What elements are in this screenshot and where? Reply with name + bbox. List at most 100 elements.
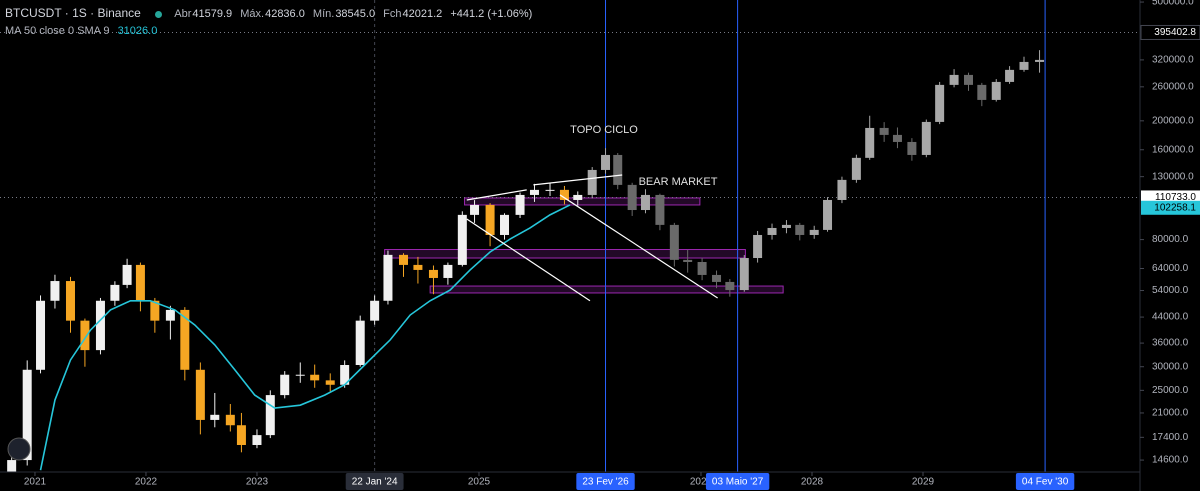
y-tick-label: 17400.0 <box>1152 432 1189 443</box>
candle-body <box>236 425 246 445</box>
candle-body <box>95 300 105 351</box>
candle-body <box>712 274 722 282</box>
marker-label-text: 23 Fev '26 <box>582 477 629 488</box>
marker-label-box <box>345 473 404 490</box>
marker-label-text: 03 Maio '27 <box>712 477 764 488</box>
candle-body <box>935 84 945 122</box>
candle-body <box>500 214 510 235</box>
candle-body <box>110 284 120 301</box>
candle-body <box>921 121 931 155</box>
candle-body <box>383 254 393 301</box>
annotation: TOPO CICLO <box>570 124 638 136</box>
annotation: BEAR MARKET <box>639 176 718 188</box>
candle-body <box>295 374 305 376</box>
candle-body <box>669 224 679 260</box>
y-tick-label: 320000.0 <box>1152 55 1194 66</box>
marker-label-text: 22 Jan '24 <box>352 477 398 488</box>
y-tick-label: 25000.0 <box>1152 385 1189 396</box>
marker-label: 03 Maio '27 <box>705 473 770 490</box>
candle-body <box>7 460 17 481</box>
candle-body <box>265 395 275 436</box>
change: +441.2 (+1.06%) <box>450 8 533 20</box>
candle-body <box>443 264 453 278</box>
candle-body <box>210 414 220 420</box>
y-tick-label: 14600.0 <box>1152 455 1189 466</box>
plot-area <box>0 0 1140 488</box>
field-value: 42021.2 <box>402 8 443 20</box>
candle-body <box>949 74 959 85</box>
field-label: Abr <box>174 8 192 20</box>
status-dot <box>154 10 162 18</box>
candle-body <box>1005 69 1015 82</box>
candle-body <box>1035 59 1045 62</box>
candle-body <box>964 74 974 85</box>
y-tick-label: 64000.0 <box>1152 263 1189 274</box>
candle-body <box>65 281 75 321</box>
candle-body <box>180 309 190 370</box>
candle-body <box>36 300 46 370</box>
field-value: 41579.9 <box>192 8 233 20</box>
candle-body <box>753 234 763 259</box>
y-tick-label: 44000.0 <box>1152 312 1189 323</box>
candle-body <box>559 189 569 200</box>
candle-body <box>991 81 1001 100</box>
y-tick-label: 500000.0 <box>1152 0 1194 8</box>
ma-line <box>39 204 571 471</box>
x-tick-label: 2023 <box>246 477 269 488</box>
zone <box>429 285 784 294</box>
trendline <box>559 194 718 299</box>
trendline <box>466 218 591 302</box>
candle-body <box>795 224 805 235</box>
candle-body <box>150 300 160 321</box>
marker-label-box <box>705 473 770 490</box>
candle-body <box>781 224 791 228</box>
logo <box>7 437 31 461</box>
candle-body <box>80 320 90 351</box>
candle-body <box>325 380 335 385</box>
marker-label: 23 Fev '26 <box>576 473 635 490</box>
candle-body <box>122 264 132 285</box>
candle-body <box>907 141 917 155</box>
marker-label: 22 Jan '24 <box>345 473 404 490</box>
x-tick-label: 2027 <box>690 477 713 488</box>
price-label: 102258.1 <box>1154 202 1196 213</box>
candle-body <box>485 204 495 235</box>
candle-body <box>601 154 611 170</box>
candle-body <box>195 369 205 420</box>
y-tick-label: 21000.0 <box>1152 408 1189 419</box>
field-label: Máx. <box>240 8 265 20</box>
candle-body <box>50 281 60 301</box>
candle-body <box>22 369 32 461</box>
candle-body <box>587 169 597 195</box>
candle-body <box>370 300 380 321</box>
price-label-box <box>1141 200 1200 215</box>
y-tick-label: 260000.0 <box>1152 81 1194 92</box>
indicator: MA 50 close 0 SMA 9 <box>5 25 110 37</box>
y-tick-label: 30000.0 <box>1152 361 1189 372</box>
candle-body <box>135 264 145 301</box>
x-tick-label: 2022 <box>135 477 158 488</box>
marker-label-box <box>576 473 635 490</box>
candle-body <box>252 435 262 445</box>
candle-body <box>515 194 525 215</box>
candle-body <box>977 84 987 100</box>
price-label: 110733.0 <box>1155 192 1196 203</box>
price-label-box <box>1140 24 1200 40</box>
candle-body <box>470 204 480 215</box>
x-tick-label: 2025 <box>468 477 491 488</box>
candle-body <box>767 227 777 235</box>
y-tick-label: 200000.0 <box>1152 115 1194 126</box>
candle-body <box>225 414 235 426</box>
candle-body <box>398 254 408 265</box>
header-row: BTCUSDT · 1S · Binance Abr41579.9 Máx.42… <box>5 5 537 23</box>
x-tick-label: 2021 <box>24 477 47 488</box>
y-tick-label: 130000.0 <box>1152 171 1194 182</box>
y-tick-label: 160000.0 <box>1152 144 1194 155</box>
candle-body <box>865 127 875 158</box>
candle-body <box>655 194 665 225</box>
candle-body <box>725 281 735 291</box>
candle-body <box>1019 61 1029 70</box>
candle-body <box>892 134 902 142</box>
